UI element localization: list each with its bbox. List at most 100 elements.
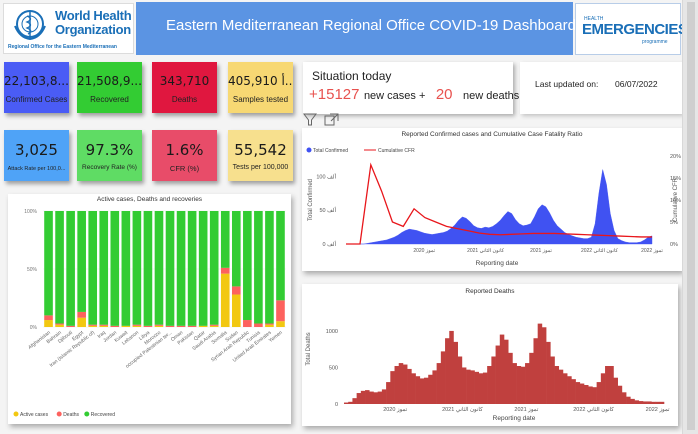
death-bar [373, 392, 378, 404]
legend-label: Cumulative CFR [378, 148, 415, 154]
death-bar [600, 373, 606, 404]
kpi-label: Attack Rate per 100,0... [7, 166, 66, 172]
death-bar [537, 323, 543, 404]
y2-axis-label: Cumulative CFR [673, 177, 679, 222]
death-bar [499, 334, 505, 404]
x-tick-label: تموز 2022 [641, 248, 663, 254]
confirmed-cfr-svg: Total Confirmed Cumulative CFR 0 ألف 50 ألف… [306, 147, 681, 267]
bar-segment-deaths [165, 325, 175, 327]
bar-segment-recovered [243, 211, 252, 321]
bar-segment-recovered [265, 211, 274, 324]
death-bar [655, 401, 661, 404]
x-tick-label: Iraq [96, 330, 107, 340]
bar-segment-deaths [209, 324, 219, 326]
vertical-scrollbar[interactable] [682, 0, 698, 434]
legend-label: Deaths [63, 412, 79, 418]
x-tick-label: تموز 2021 [514, 407, 538, 413]
kpi-value: 55,542 [234, 141, 287, 159]
kpi-label: Recovered [90, 95, 129, 104]
kpi-value: 405,910 أ... [228, 74, 293, 88]
kpi-value: 1.6% [165, 141, 204, 159]
death-bar [466, 369, 471, 404]
death-bar [478, 373, 484, 404]
logo-subtitle: Regional Office for the Eastern Mediterr… [8, 44, 117, 50]
stacked-bar-svg: 0%50%100%AfghanistanBahrainDjiboutiEgypt… [13, 209, 286, 418]
death-bar [626, 396, 631, 404]
bar-segment-recovered [231, 211, 241, 287]
bar-segment-recovered [121, 211, 131, 326]
bar-segment-deaths [265, 323, 274, 325]
bar-segment-active-cases [132, 325, 142, 327]
legend-marker [56, 411, 62, 417]
kpi-recovery-rate: 97.3% Recovery Rate (%) [77, 130, 142, 181]
bar-segment-recovered [77, 211, 86, 312]
x-tick-label: تموز 2020 [383, 407, 407, 413]
death-bar [596, 382, 602, 404]
scrollbar-thumb[interactable] [687, 2, 695, 430]
death-bar [424, 377, 429, 404]
bar-segment-active-cases [99, 325, 109, 327]
kpi-attack-rate: 3,025 Attack Rate per 100,0... [4, 130, 69, 181]
bar-segment-deaths [276, 300, 285, 322]
kpi-samples-tested: 405,910 أ... Samples tested [228, 62, 293, 113]
kpi-label: CFR (%) [169, 164, 200, 173]
bar-segment-recovered [110, 211, 120, 326]
bar-segment-active-cases [209, 325, 219, 327]
situation-title: Situation today [312, 69, 392, 83]
dashboard-page: World Health Organization Regional Offic… [3, 2, 688, 426]
bar-segment-recovered [55, 211, 64, 324]
legend-marker [306, 147, 312, 153]
kpi-value: 3,025 [15, 141, 58, 159]
y-tick-label: 50 ألف [319, 205, 336, 214]
legend-label: Active cases [20, 412, 49, 418]
bar-segment-active-cases [154, 325, 164, 327]
death-bar [407, 368, 412, 404]
x-tick-label: كانون الثاني 2021 [442, 406, 483, 413]
legend-label: Total Confirmed [313, 148, 348, 154]
kpi-recovered: 21,508,9... Recovered [77, 62, 142, 113]
bar-segment-active-cases [44, 320, 53, 327]
death-bar [495, 345, 501, 404]
death-bar [449, 330, 454, 404]
y-tick-label: 1000 [326, 329, 338, 335]
death-bar [588, 386, 593, 404]
y-tick-label: 50% [27, 267, 38, 273]
title-banner: Eastern Mediterranean Regional Office CO… [136, 2, 576, 55]
x-tick-label: تموز 2022 [646, 407, 670, 413]
kpi-deaths: 343,710 Deaths [152, 62, 217, 113]
death-bar [369, 391, 374, 404]
x-axis-label: Reporting date [476, 260, 519, 267]
death-bar [457, 356, 463, 404]
kpi-cfr: 1.6% CFR (%) [152, 130, 217, 181]
bar-segment-deaths [44, 315, 53, 321]
last-updated-card: Last updated on: 06/07/2022 [520, 62, 682, 114]
death-bar [344, 402, 349, 404]
y-tick-label: 100 ألف [316, 171, 336, 180]
filter-icon[interactable] [303, 113, 317, 126]
focus-mode-icon[interactable] [324, 113, 339, 126]
cfr-line [346, 162, 652, 245]
death-bar [562, 373, 568, 404]
confirmed-cases-cfr-chart: Reported Confirmed cases and Cumulative … [302, 128, 682, 271]
kpi-value: 22,103,8... [4, 74, 69, 88]
last-updated-label: Last updated on: [535, 79, 599, 89]
bar-segment-deaths [154, 324, 164, 326]
x-axis-label: Reporting date [493, 415, 536, 422]
death-bar [348, 401, 353, 404]
page-title: Eastern Mediterranean Regional Office CO… [166, 17, 576, 34]
death-bar [356, 393, 362, 404]
bar-segment-recovered [99, 211, 109, 325]
legend-marker [84, 411, 90, 417]
bar-segment-active-cases [220, 273, 230, 327]
bar-segment-active-cases [55, 324, 64, 327]
kpi-tests-per-100k: 55,542 Tests per 100,000 [228, 130, 293, 181]
partner-logo-bottom: programme [642, 39, 668, 45]
death-bar [398, 363, 404, 404]
death-bar [592, 387, 597, 404]
bar-segment-recovered [143, 211, 153, 326]
new-deaths-label: new deaths [462, 90, 520, 102]
death-bar [659, 401, 665, 404]
bar-segment-deaths [254, 323, 263, 327]
y2-tick-label: 20% [670, 154, 681, 160]
death-bar [579, 383, 585, 404]
